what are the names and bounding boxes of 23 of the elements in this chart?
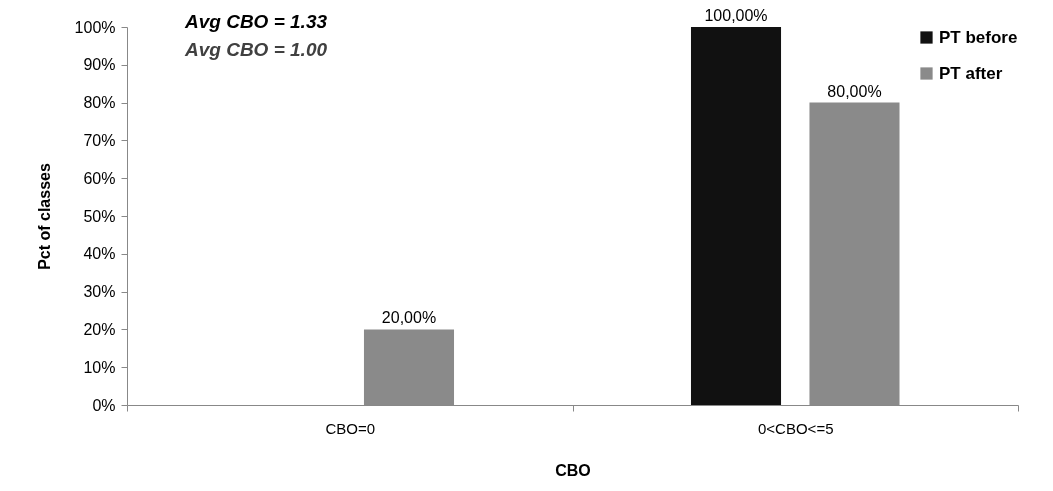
annotation: Avg CBO = 1.00 [184, 39, 328, 60]
y-tick-label: 60% [83, 169, 116, 187]
x-tick-label: 0<CBO<=5 [758, 419, 834, 437]
y-tick-label: 40% [83, 245, 116, 263]
data-label: 20,00% [381, 309, 437, 327]
y-tick-label: 90% [83, 56, 116, 74]
x-axis-title: CBO [555, 461, 591, 479]
y-tick-label: 0% [92, 396, 116, 414]
y-tick-label: 70% [83, 131, 116, 149]
y-axis-title: Pct of classes [35, 163, 53, 270]
y-tick-label: 50% [83, 207, 116, 225]
y-tick-label: 10% [83, 358, 116, 376]
y-tick-label: 30% [83, 283, 116, 301]
data-label: 100,00% [704, 7, 768, 24]
x-tick-label: CBO=0 [325, 419, 376, 437]
y-tick-label: 20% [83, 320, 116, 338]
legend-label: PT before [939, 27, 1018, 47]
bar [690, 27, 782, 405]
y-tick-label: 100% [74, 18, 116, 36]
y-tick-label: 80% [83, 94, 116, 112]
legend-label: PT after [939, 63, 1003, 83]
data-label: 80,00% [827, 82, 882, 100]
annotation: Avg CBO = 1.33 [184, 11, 328, 32]
